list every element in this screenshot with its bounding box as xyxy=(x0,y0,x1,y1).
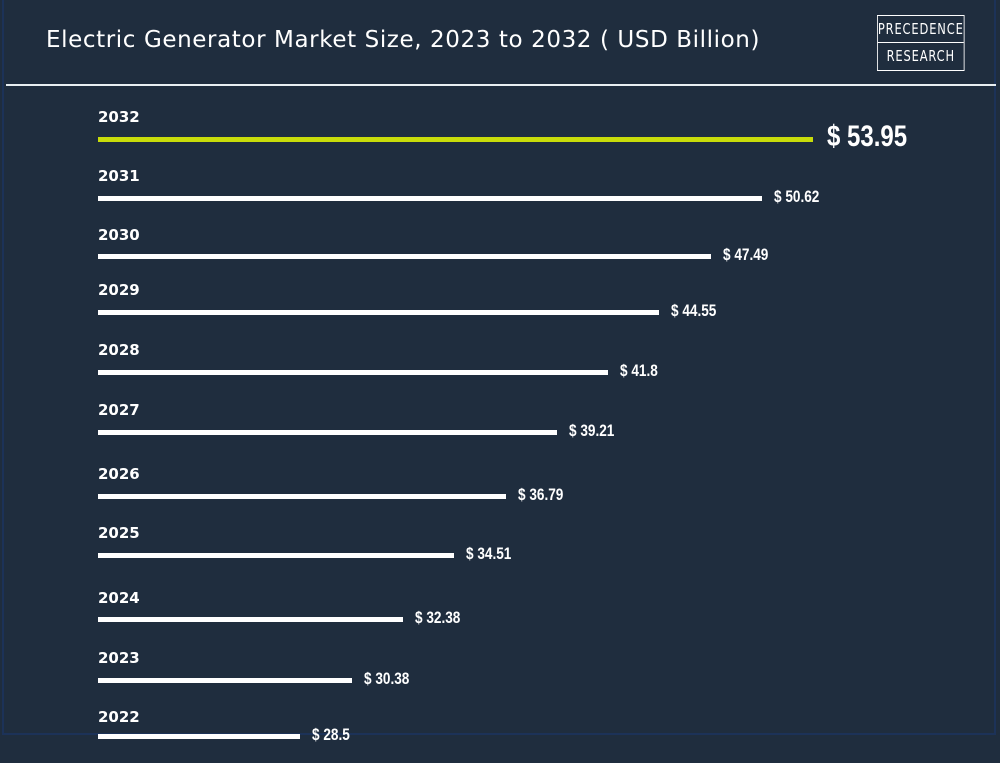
year-label: 2022 xyxy=(98,708,140,726)
bar xyxy=(98,196,762,201)
year-label: 2031 xyxy=(98,167,140,185)
value-label: $ 39.21 xyxy=(568,421,615,440)
value-label: $ 30.38 xyxy=(363,669,409,688)
year-label: 2027 xyxy=(98,401,140,419)
precedence-research-logo: PRECEDENCE RESEARCH xyxy=(877,15,965,71)
value-label: $ 47.49 xyxy=(722,245,769,264)
value-label: $ 53.95 xyxy=(827,120,908,153)
value-label: $ 50.62 xyxy=(774,187,820,206)
bar xyxy=(98,553,455,558)
value-label: $ 36.79 xyxy=(517,485,563,504)
title-divider xyxy=(6,84,996,86)
bar xyxy=(98,678,352,683)
bar xyxy=(98,494,506,499)
bar xyxy=(98,310,660,315)
logo-line2: RESEARCH xyxy=(886,47,955,65)
bar xyxy=(98,254,711,259)
bar xyxy=(98,430,557,435)
year-label: 2028 xyxy=(98,341,140,359)
year-label: 2030 xyxy=(98,226,140,244)
chart-frame xyxy=(2,0,996,735)
year-label: 2025 xyxy=(98,524,140,542)
value-label: $ 32.38 xyxy=(414,608,461,627)
value-label: $ 34.51 xyxy=(466,544,512,563)
year-label: 2026 xyxy=(98,465,140,483)
bar xyxy=(98,617,403,622)
bar xyxy=(98,370,609,375)
bar xyxy=(98,734,301,739)
year-label: 2032 xyxy=(98,108,140,126)
chart-title: Electric Generator Market Size, 2023 to … xyxy=(46,27,761,53)
value-label: $ 41.8 xyxy=(620,361,658,380)
year-label: 2024 xyxy=(98,589,140,607)
bar xyxy=(98,137,813,142)
logo-line1: PRECEDENCE xyxy=(877,16,964,43)
year-label: 2029 xyxy=(98,281,140,299)
value-label: $ 44.55 xyxy=(671,301,717,320)
year-label: 2023 xyxy=(98,649,140,667)
value-label: $ 28.5 xyxy=(312,725,351,744)
